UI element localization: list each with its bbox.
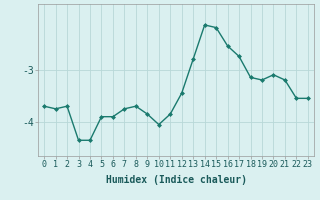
X-axis label: Humidex (Indice chaleur): Humidex (Indice chaleur) xyxy=(106,175,246,185)
